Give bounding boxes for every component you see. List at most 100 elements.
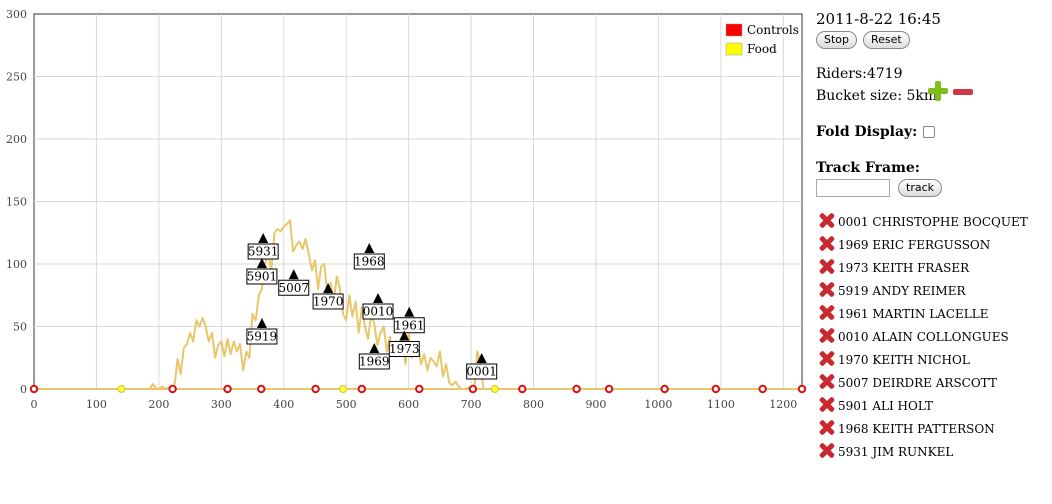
control-point	[29, 384, 39, 394]
rider-list-item: 1961 MARTIN LACELLE	[816, 303, 1052, 326]
y-tick-label: 100	[6, 258, 27, 271]
fold-display-row: Fold Display:	[816, 123, 1052, 141]
rider-list-item: 1969 ERIC FERGUSSON	[816, 234, 1052, 257]
rider-name: 5931 JIM RUNKEL	[838, 445, 954, 459]
x-tick-label: 1200	[769, 398, 797, 411]
rider-marker-box[interactable]	[388, 341, 420, 357]
legend-food-swatch	[725, 42, 743, 56]
control-point	[518, 384, 527, 394]
remove-rider-icon[interactable]	[818, 326, 836, 344]
rider-marker-label: 1969	[359, 355, 390, 369]
rider-marker-box[interactable]	[466, 363, 498, 380]
x-tick-label: 700	[461, 398, 482, 411]
legend-food-label: Food	[747, 42, 777, 56]
remove-rider-icon[interactable]	[818, 372, 836, 390]
rider-marker-triangle[interactable]	[258, 233, 269, 243]
rider-marker-triangle[interactable]	[404, 306, 415, 317]
rider-marker-label: 1968	[354, 255, 385, 269]
y-tick-label: 200	[6, 133, 27, 146]
rider-name: 1973 KEITH FRASER	[838, 261, 970, 275]
rider-marker-label: 5007	[278, 281, 309, 295]
x-tick-label: 900	[585, 398, 606, 411]
control-point	[797, 384, 807, 394]
rider-marker-triangle[interactable]	[373, 293, 384, 303]
rider-list-item: 5919 ANDY REIMER	[816, 280, 1052, 303]
rider-list-item: 0010 ALAIN COLLONGUES	[816, 326, 1052, 349]
remove-rider-icon[interactable]	[818, 257, 836, 275]
rider-list-item: 5007 DEIRDRE ARSCOTT	[816, 372, 1052, 395]
y-tick-label: 0	[20, 383, 27, 396]
y-tick-label: 250	[6, 71, 27, 84]
rider-name: 0010 ALAIN COLLONGUES	[838, 330, 1009, 344]
rider-name: 5901 ALI HOLT	[838, 399, 933, 413]
rider-marker-triangle[interactable]	[364, 243, 375, 253]
remove-rider-icon[interactable]	[818, 211, 836, 229]
x-tick-label: 0	[31, 398, 38, 411]
x-tick-label: 1000	[644, 398, 672, 411]
rider-marker-triangle[interactable]	[256, 258, 267, 268]
track-frame-input[interactable]	[816, 179, 890, 197]
rider-marker-triangle[interactable]	[288, 269, 299, 280]
remove-rider-icon[interactable]	[818, 349, 836, 367]
rider-marker-label: 1970	[313, 295, 344, 309]
rider-list-item: 0001 CHRISTOPHE BOCQUET	[816, 211, 1052, 234]
rider-marker-box[interactable]	[358, 353, 390, 370]
track-button[interactable]: track	[898, 179, 942, 197]
control-point	[257, 384, 266, 394]
y-tick-label: 50	[13, 321, 27, 334]
tracked-rider-list: 0001 CHRISTOPHE BOCQUET 1969 ERIC FERGUSS…	[816, 211, 1052, 464]
rider-marker-box[interactable]	[393, 317, 425, 334]
control-point	[711, 384, 721, 394]
plus-icon[interactable]	[928, 81, 948, 101]
y-tick-label: 300	[6, 8, 27, 21]
remove-rider-icon[interactable]	[818, 441, 836, 459]
rider-marker-box[interactable]	[362, 303, 394, 320]
fold-display-checkbox[interactable]	[923, 126, 936, 138]
playback-controls: Stop Reset	[816, 31, 1052, 51]
rider-name: 1970 KEITH NICHOL	[838, 353, 970, 367]
rider-name: 1961 MARTIN LACELLE	[838, 307, 989, 321]
rider-marker-box[interactable]	[246, 328, 278, 345]
control-point	[758, 384, 767, 394]
current-datetime: 2011-8-22 16:45	[816, 10, 941, 28]
rider-marker-triangle[interactable]	[399, 330, 410, 341]
x-tick-label: 1100	[707, 398, 735, 411]
rider-marker-box[interactable]	[247, 243, 279, 260]
remove-rider-icon[interactable]	[818, 418, 836, 436]
rider-list-item: 5901 ALI HOLT	[816, 395, 1052, 418]
rider-marker-box[interactable]	[353, 253, 385, 270]
control-point	[468, 384, 478, 394]
x-tick-label: 500	[336, 398, 357, 411]
control-point	[415, 384, 424, 394]
ride-distribution-chart: 0 100 200 300 400 500 600 700 800 900 1000 1100 1200…	[6, 8, 807, 411]
rider-marker-triangle[interactable]	[256, 318, 267, 328]
minus-icon[interactable]	[953, 89, 973, 95]
control-points	[29, 384, 807, 394]
rider-marker-label: 0010	[363, 305, 394, 319]
rider-marker-label: 5901	[247, 270, 278, 284]
reset-button[interactable]: Reset	[863, 31, 910, 49]
remove-rider-icon[interactable]	[818, 234, 836, 252]
rider-marker-box[interactable]	[246, 268, 278, 285]
chart-legend: Controls Food	[725, 23, 799, 56]
series-line	[34, 219, 802, 390]
rider-marker-triangle[interactable]	[323, 283, 334, 293]
remove-rider-icon[interactable]	[818, 303, 836, 321]
control-panel: 2011-8-22 16:45 Stop Reset Riders:4719 Bu…	[816, 10, 1052, 464]
food-points	[117, 385, 499, 393]
x-tick-label: 800	[523, 398, 544, 411]
control-point	[604, 384, 614, 394]
rider-name: 1969 ERIC FERGUSSON	[838, 238, 991, 252]
rider-marker-triangle[interactable]	[369, 343, 380, 353]
rider-list-item: 5931 JIM RUNKEL	[816, 441, 1052, 464]
rider-marker-box[interactable]	[278, 279, 310, 296]
stop-button[interactable]: Stop	[816, 31, 858, 49]
x-tick-label: 200	[148, 398, 169, 411]
rider-name: 0001 CHRISTOPHE BOCQUET	[838, 215, 1028, 229]
rider-marker-box[interactable]	[312, 293, 344, 310]
rider-marker-triangle[interactable]	[476, 353, 487, 363]
remove-rider-icon[interactable]	[818, 280, 836, 298]
remove-rider-icon[interactable]	[818, 395, 836, 413]
legend-controls-swatch	[725, 23, 743, 37]
